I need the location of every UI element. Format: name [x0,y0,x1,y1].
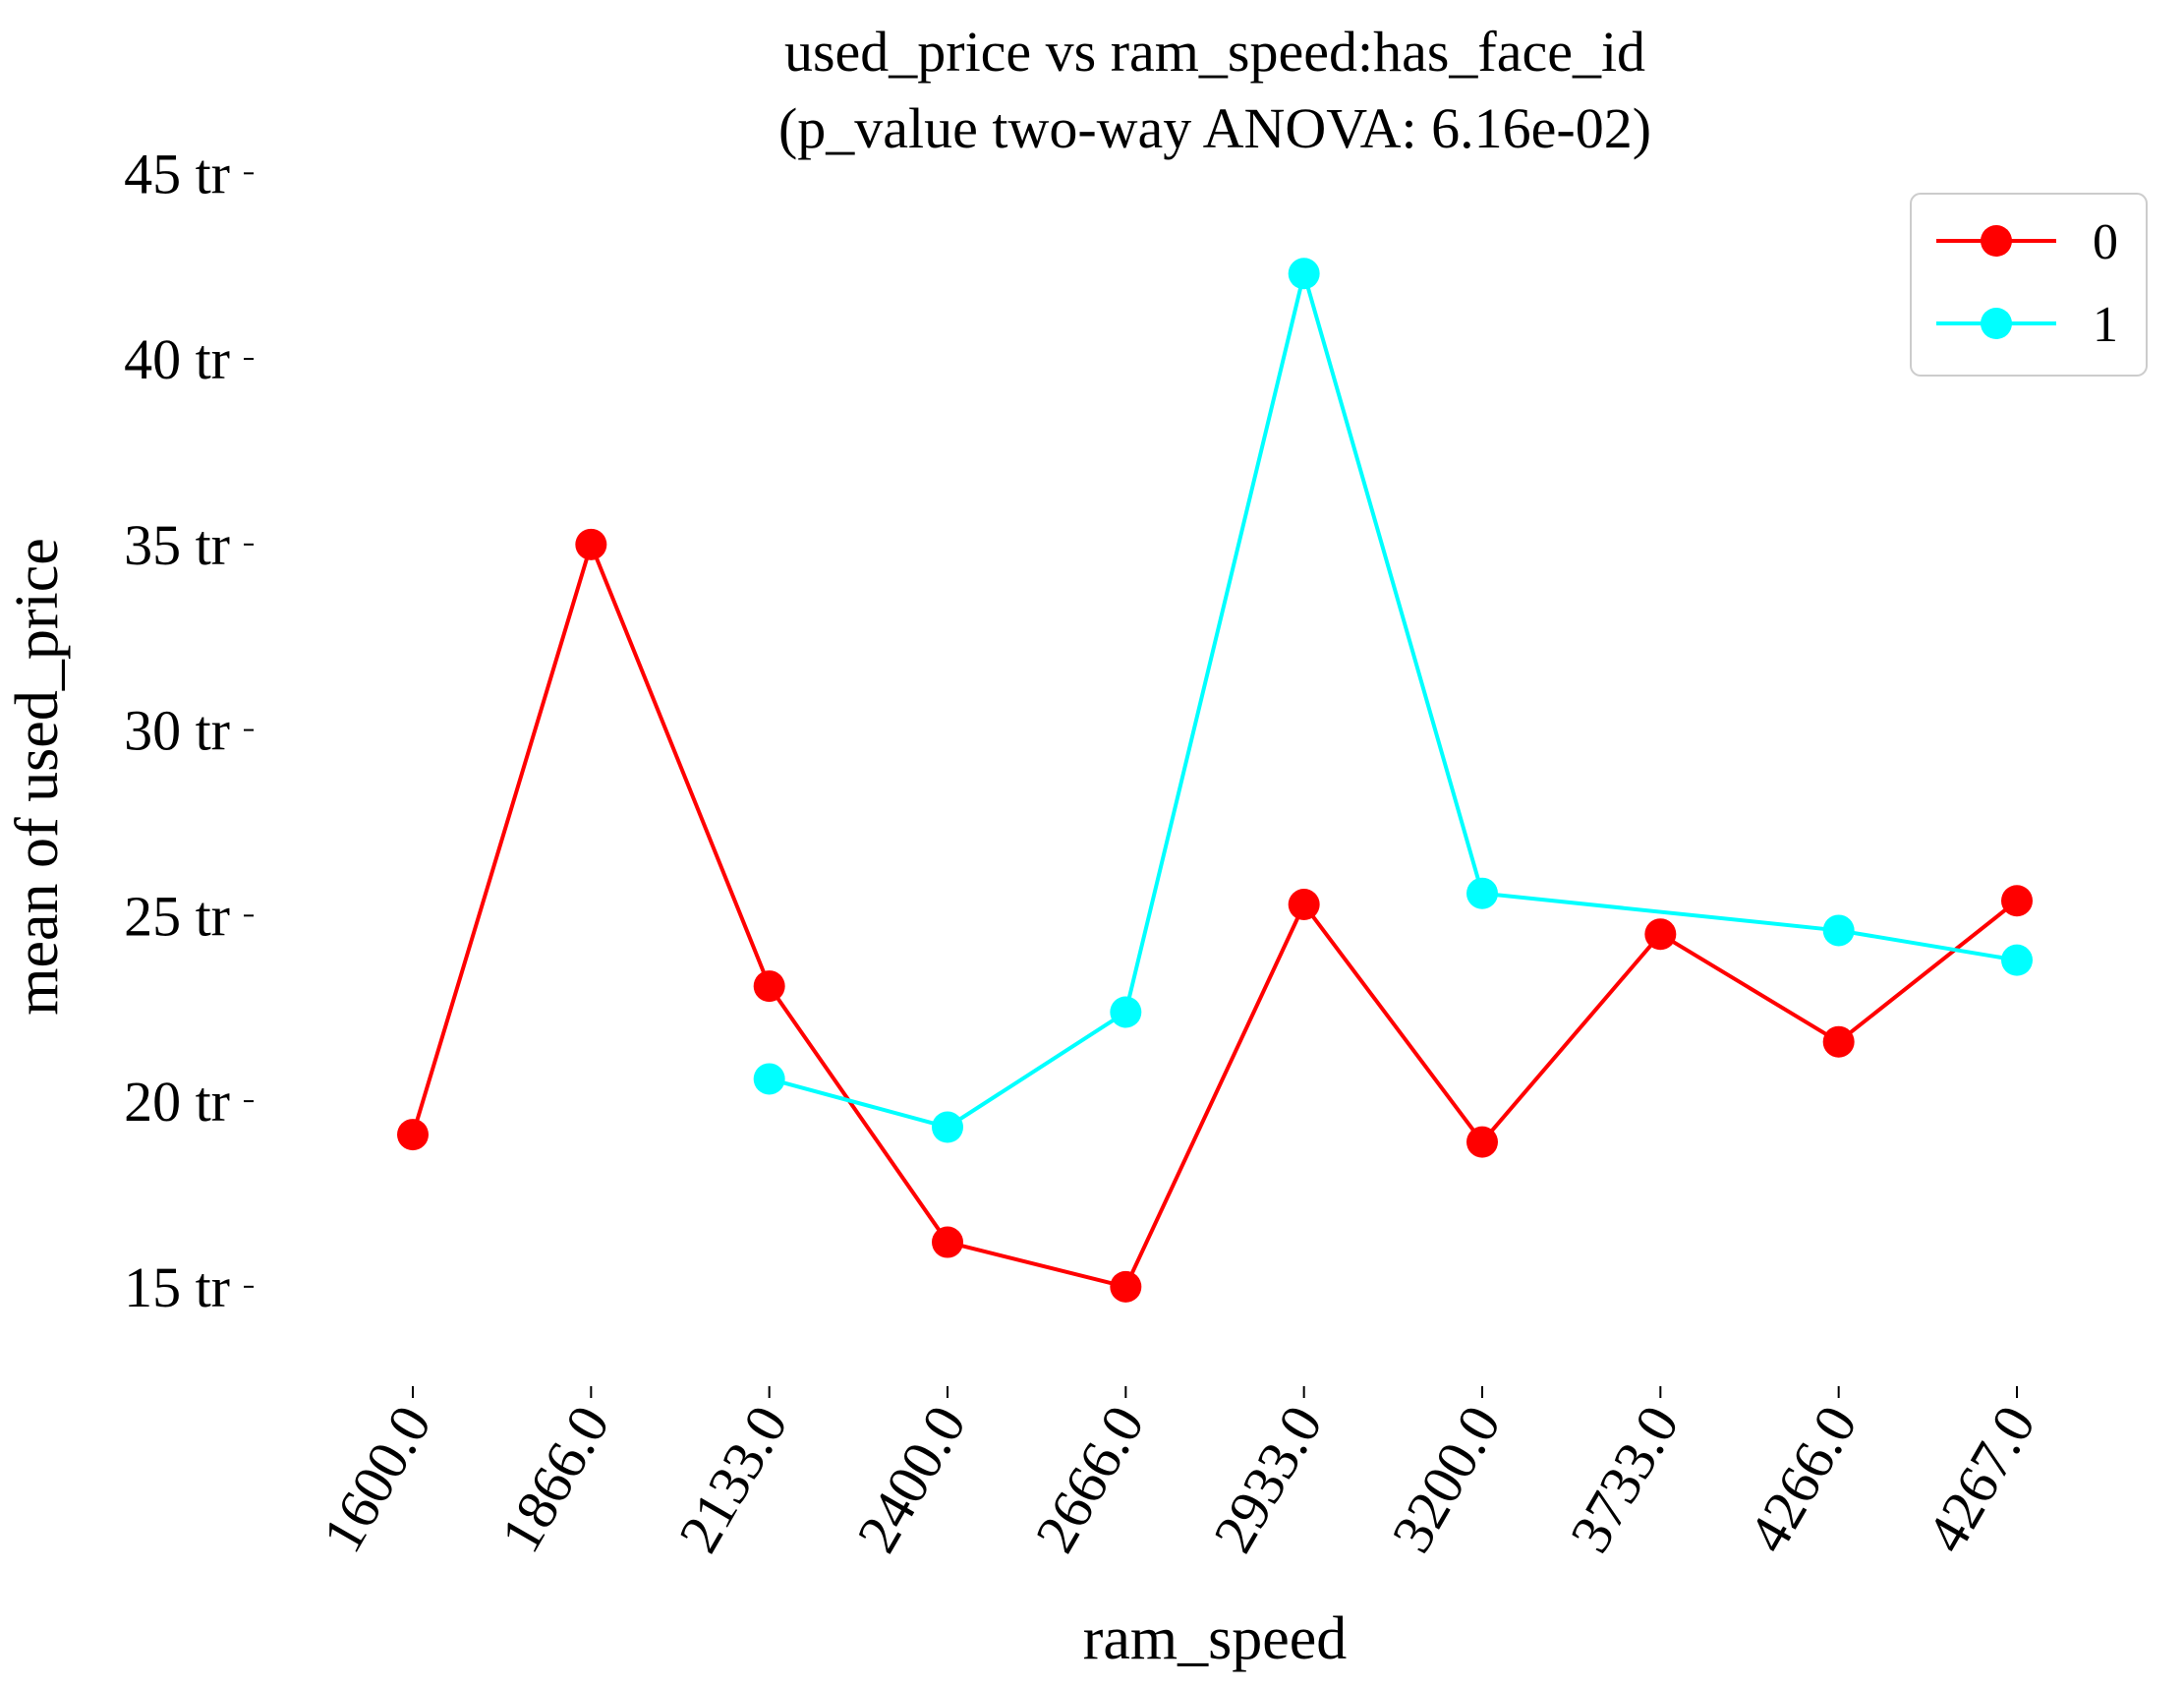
x-axis: 1600.0 1866.0 2133.0 2400.0 2666.0 2933.0 3200… [310,1386,2047,1563]
x-axis-label: ram_speed [1083,1605,1348,1672]
data-point [1288,258,1320,290]
data-point [932,1111,963,1143]
y-tick-label: 15 tr [124,1255,230,1319]
legend-label: 0 [2093,214,2118,270]
data-point [1110,1270,1142,1303]
x-tick-label: 4267.0 [1914,1395,2047,1563]
x-tick-label: 2400.0 [844,1395,978,1563]
data-point [2001,944,2033,976]
y-tick-label: 40 tr [124,327,230,391]
data-point [1466,1126,1498,1158]
x-tick-label: 3733.0 [1558,1395,1692,1563]
data-point [2001,885,2033,917]
data-point [1822,1025,1855,1058]
y-axis: 15 tr 20 tr 25 tr 30 tr 35 tr 40 tr 45 tr [124,142,254,1319]
y-axis-label: mean of used_price [4,538,71,1015]
data-point [1822,914,1855,947]
legend-swatch-marker [1981,308,2012,339]
x-tick-label: 1600.0 [310,1395,443,1563]
legend-label: 1 [2093,297,2118,353]
y-tick-label: 35 tr [124,513,230,577]
y-tick-label: 25 tr [124,884,230,948]
data-point [753,970,785,1003]
x-tick-label: 2666.0 [1023,1395,1157,1563]
series-1 [753,258,2033,1143]
series-layer [397,258,2033,1303]
x-tick-label: 2933.0 [1201,1395,1335,1563]
y-tick-label: 20 tr [124,1070,230,1134]
x-tick-label: 2133.0 [666,1395,800,1563]
chart-subtitle: (p_value two-way ANOVA: 6.16e-02) [778,96,1651,160]
data-point [575,528,607,560]
data-point [1644,918,1677,951]
x-tick-label: 3200.0 [1379,1395,1513,1563]
y-tick-label: 45 tr [124,142,230,205]
y-tick-label: 30 tr [124,699,230,763]
series-0 [397,528,2033,1303]
legend-item: 0 [1936,214,2118,270]
legend-swatch-marker [1981,225,2012,257]
data-point [1110,996,1142,1028]
x-tick-label: 4266.0 [1736,1395,1869,1563]
series-line [769,271,2018,1130]
legend: 01 [1910,193,2148,377]
legend-item: 1 [1936,297,2118,353]
chart-title: used_price vs ram_speed:has_face_id [784,20,1645,84]
data-point [932,1226,963,1258]
x-tick-label: 1866.0 [489,1395,622,1563]
series-line [411,542,2019,1289]
data-point [1466,877,1498,909]
data-point [753,1063,785,1095]
data-point [1288,889,1320,921]
data-point [397,1119,429,1151]
